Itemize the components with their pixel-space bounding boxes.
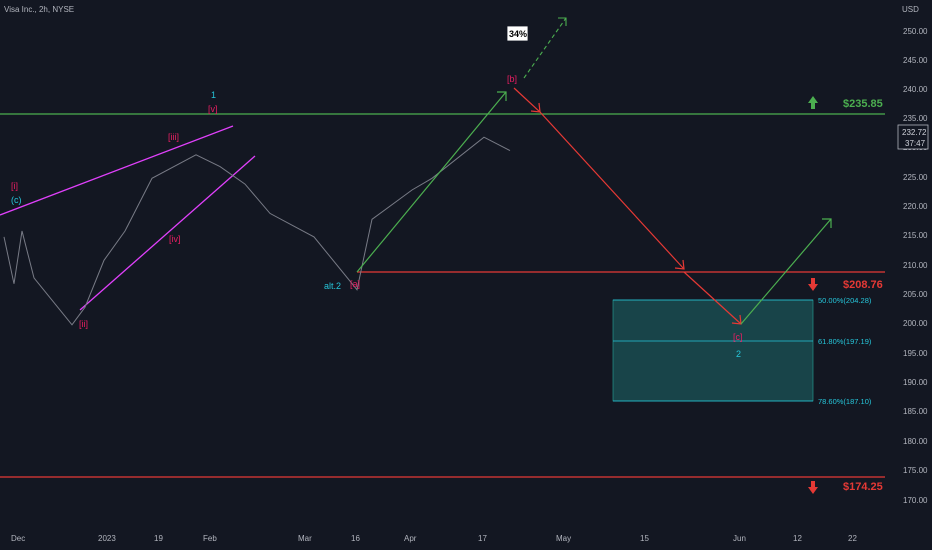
currency-label: USD [902, 5, 919, 14]
wave-label: (c) [11, 195, 22, 205]
time-tick: 12 [793, 534, 802, 543]
percent-annotation: 34% [509, 29, 527, 39]
price-tick: 210.00 [903, 261, 928, 270]
level-label: $174.25 [843, 481, 883, 493]
price-tick: 170.00 [903, 496, 928, 505]
time-tick: Mar [298, 534, 312, 543]
wedge-upper-line[interactable] [0, 125, 234, 216]
bar-countdown: 37:47 [905, 139, 926, 148]
time-tick: 16 [351, 534, 360, 543]
price-tick: 240.00 [903, 85, 928, 94]
time-tick: 19 [154, 534, 163, 543]
arrow-head-icon [558, 17, 567, 26]
wave-label: [c] [733, 332, 743, 342]
chart-title: Visa Inc., 2h, NYSE [4, 5, 74, 14]
projection-up-line[interactable] [356, 91, 507, 273]
price-tick: 200.00 [903, 319, 928, 328]
time-tick: Apr [404, 534, 417, 543]
percent-annotation-box [506, 25, 529, 42]
arrow-head-icon [822, 218, 832, 228]
projection-down-line-2[interactable] [683, 271, 742, 325]
arrow-head-icon [674, 259, 685, 270]
price-tick: 195.00 [903, 349, 928, 358]
time-tick: Feb [203, 534, 217, 543]
level-label: $235.85 [843, 98, 883, 110]
current-price-badge: 232.72 37:47 [897, 124, 929, 150]
fib-zone-box[interactable] [612, 299, 814, 402]
time-tick: May [556, 534, 571, 543]
price-tick: 245.00 [903, 56, 928, 65]
time-tick: 17 [478, 534, 487, 543]
level-label: $208.76 [843, 279, 883, 291]
price-tick: 215.00 [903, 231, 928, 240]
projection-down-line[interactable] [513, 87, 685, 270]
arrow-up-icon [808, 96, 818, 109]
wave-label: [iii] [168, 132, 179, 142]
time-tick: Jun [733, 534, 746, 543]
price-tick: 180.00 [903, 437, 928, 446]
arrow-head-icon [530, 102, 541, 113]
time-tick: 15 [640, 534, 649, 543]
wave-label: [iv] [169, 234, 181, 244]
time-axis[interactable]: Dec 2023 19 Feb Mar 16 Apr 17 May 15 Jun… [11, 534, 857, 543]
price-tick: 190.00 [903, 378, 928, 387]
price-axis[interactable]: 250.00 245.00 240.00 235.00 230.00 225.0… [903, 27, 928, 505]
wave-label: [v] [208, 104, 218, 114]
wave-label: alt.2 [324, 281, 341, 291]
projection-dashed-line[interactable] [523, 17, 567, 79]
price-tick: 175.00 [903, 466, 928, 475]
fib-label: 78.60%(187.10) [818, 397, 872, 406]
projection-recovery-line[interactable] [740, 218, 832, 325]
price-tick: 185.00 [903, 407, 928, 416]
wave-label: [b] [507, 74, 517, 84]
fib-label: 61.80%(197.19) [818, 337, 872, 346]
price-tick: 220.00 [903, 202, 928, 211]
current-price: 232.72 [902, 128, 927, 137]
price-tick: 250.00 [903, 27, 928, 36]
wave-label: [i] [11, 181, 18, 191]
arrow-down-icon [808, 481, 818, 494]
time-tick: 2023 [98, 534, 116, 543]
wave-label: [a] [350, 279, 360, 289]
wave-label: [ii] [79, 319, 88, 329]
price-series[interactable] [3, 136, 511, 326]
price-tick: 235.00 [903, 114, 928, 123]
wedge-lower-line[interactable] [79, 155, 256, 311]
wave-label: 1 [211, 90, 216, 100]
wave-label: 2 [736, 349, 741, 359]
price-tick: 205.00 [903, 290, 928, 299]
time-tick: Dec [11, 534, 25, 543]
arrow-head-icon [497, 91, 507, 101]
time-tick: 22 [848, 534, 857, 543]
price-tick: 225.00 [903, 173, 928, 182]
arrow-down-icon [808, 278, 818, 291]
fib-label: 50.00%(204.28) [818, 296, 872, 305]
